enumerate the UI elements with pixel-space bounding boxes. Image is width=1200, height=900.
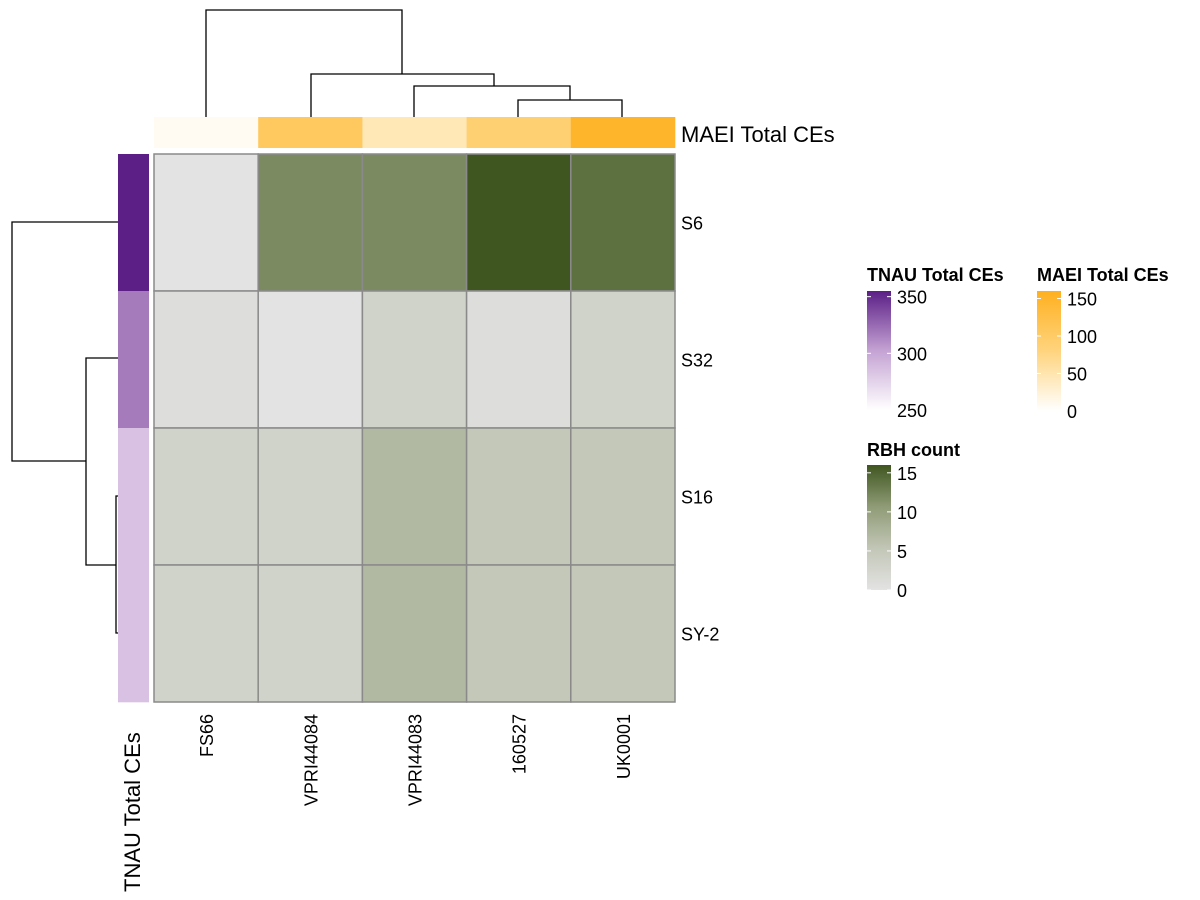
top-annotation-label: MAEI Total CEs <box>681 122 835 147</box>
column-dendrogram-branch <box>205 9 403 117</box>
left-annotation-label: TNAU Total CEs <box>120 732 145 892</box>
legend-colorbar <box>867 465 891 590</box>
heatmap-cell <box>570 290 676 429</box>
heatmap-cell <box>361 427 468 566</box>
left-annotation-cell <box>118 428 149 566</box>
heatmap-cell <box>153 427 259 566</box>
left-annotation-cell <box>118 565 149 703</box>
row-dendrogram-branch <box>115 495 118 634</box>
legend-tick-label: 100 <box>1067 327 1097 347</box>
legend-tick-label: 150 <box>1067 290 1097 310</box>
legend-tick-label: 15 <box>897 464 917 484</box>
legend-tick-label: 10 <box>897 503 917 523</box>
heatmap-cell <box>361 290 468 429</box>
top-annotation-cell <box>466 117 572 148</box>
row-dendrogram-branch <box>85 357 118 566</box>
column-label: UK0001 <box>614 714 634 779</box>
heatmap-cell <box>465 153 572 292</box>
legend-tick-label: 0 <box>1067 402 1077 422</box>
column-label: FS66 <box>197 714 217 757</box>
column-dendrogram-branch <box>517 99 623 117</box>
legend-tick-label: 250 <box>897 401 927 421</box>
column-dendrogram-branch <box>413 85 571 117</box>
heatmap-cell <box>465 564 572 703</box>
column-dendrogram-branch <box>310 73 495 117</box>
top-annotation-cell <box>362 117 467 148</box>
heatmap-cell <box>465 290 572 429</box>
legend-title: RBH count <box>867 440 960 460</box>
heatmap-cell <box>153 564 259 703</box>
heatmap-cell <box>465 427 572 566</box>
row-label: SY-2 <box>681 625 719 645</box>
column-label: VPRI44084 <box>301 714 321 806</box>
top-annotation-cell <box>154 117 259 148</box>
left-annotation-cell <box>118 154 149 292</box>
legend-colorbar <box>867 291 891 410</box>
heatmap-cell <box>257 153 364 292</box>
heatmap-cell <box>257 290 364 429</box>
heatmap-cell <box>361 564 468 703</box>
column-label: VPRI44083 <box>406 714 426 806</box>
row-label: S16 <box>681 488 713 508</box>
row-label: S6 <box>681 214 703 234</box>
heatmap-cell <box>153 290 259 429</box>
heatmap-cell <box>153 153 259 292</box>
legend-tick-label: 350 <box>897 288 927 308</box>
heatmap-cell <box>257 564 364 703</box>
legend-tick-label: 5 <box>897 542 907 562</box>
legend-title: MAEI Total CEs <box>1037 265 1169 285</box>
heatmap-cell <box>570 153 676 292</box>
row-dendrogram-branch <box>11 221 118 462</box>
top-annotation-cell <box>258 117 363 148</box>
column-label: 160527 <box>510 714 530 774</box>
legend-tick-label: 50 <box>1067 365 1087 385</box>
legend-tick-label: 0 <box>897 581 907 601</box>
heatmap-cell <box>570 427 676 566</box>
legend-title: TNAU Total CEs <box>867 265 1004 285</box>
left-annotation-cell <box>118 291 149 429</box>
legend-colorbar <box>1037 291 1061 411</box>
heatmap-cell <box>361 153 468 292</box>
legend-tick-label: 300 <box>897 344 927 364</box>
heatmap-cell <box>257 427 364 566</box>
top-annotation-cell <box>570 117 676 148</box>
row-label: S32 <box>681 351 713 371</box>
heatmap-cell <box>570 564 676 703</box>
